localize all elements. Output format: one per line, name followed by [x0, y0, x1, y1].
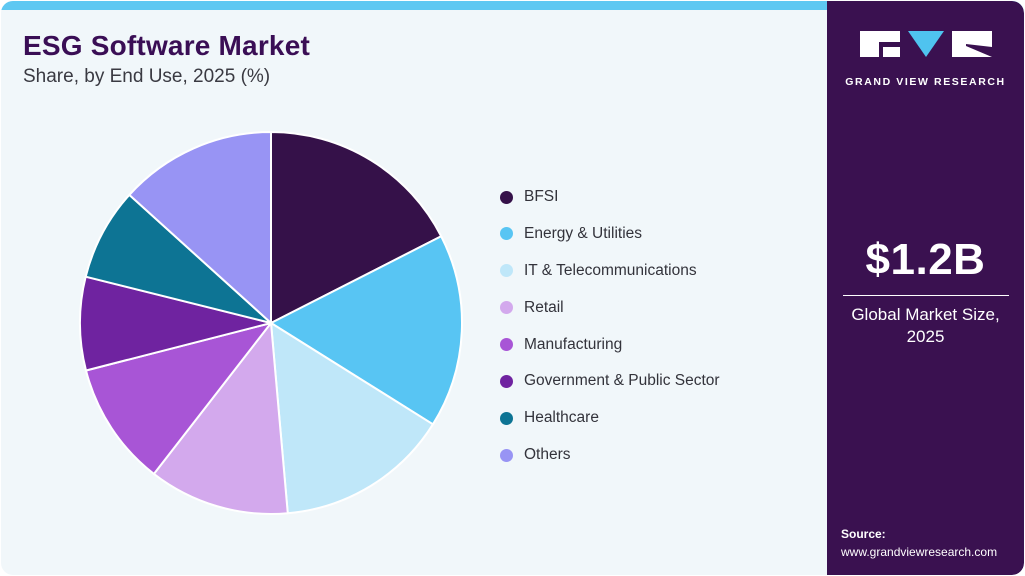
source-label: Source: [841, 527, 886, 542]
gvr-logo-icon [859, 31, 992, 57]
legend-item-others: Others [500, 444, 720, 466]
legend-dot-icon [500, 264, 513, 278]
market-size-label: Global Market Size, 2025 [827, 304, 1024, 348]
legend-item-government-public-sector: Government & Public Sector [500, 370, 720, 392]
source-block: Source: www.grandviewresearch.com [841, 526, 997, 561]
brand-panel: GRAND VIEW RESEARCH $1.2B Global Market … [827, 1, 1024, 575]
legend-label: Retail [524, 298, 564, 316]
legend-dot-icon [500, 190, 513, 204]
divider [842, 295, 1009, 296]
market-size-label-line2: 2025 [906, 327, 945, 347]
pie-slice-healthcare [84, 193, 272, 324]
market-size-label-line1: Global Market Size, [851, 305, 1000, 324]
legend-dot-icon [500, 301, 513, 315]
legend-item-healthcare: Healthcare [500, 407, 720, 429]
pie-slice-government-public-sector [79, 275, 272, 372]
pie-slice-it-telecommunications [270, 322, 434, 515]
legend-label: Energy & Utilities [524, 224, 643, 242]
market-size-value: $1.2B [865, 235, 986, 284]
source-url: www.grandviewresearch.com [841, 544, 998, 559]
pie-chart-container [71, 123, 471, 523]
legend-item-energy-utilities: Energy & Utilities [500, 223, 720, 245]
legend-item-retail: Retail [500, 297, 720, 319]
chart-section: ESG Software Market Share, by End Use, 2… [1, 10, 827, 575]
pie-slice-manufacturing [85, 322, 272, 475]
legend-label: Healthcare [524, 409, 599, 427]
legend-label: Manufacturing [524, 335, 623, 353]
legend-label: IT & Telecommunications [524, 261, 697, 279]
chart-legend: BFSI Energy & Utilities IT & Telecommunica… [500, 186, 720, 466]
top-accent-bar [1, 1, 1024, 10]
legend-dot-icon [500, 374, 513, 388]
legend-label: Government & Public Sector [524, 372, 720, 390]
brand-name: GRAND VIEW RESEARCH [845, 76, 1006, 88]
legend-label: Others [524, 446, 571, 464]
legend-dot-icon [500, 227, 513, 241]
legend-label: BFSI [524, 188, 559, 205]
pie-chart [79, 131, 463, 515]
market-size-block: $1.2B Global Market Size, 2025 [827, 235, 1024, 348]
legend-dot-icon [500, 448, 513, 462]
page-title: ESG Software Market [23, 30, 310, 61]
logo-block: GRAND VIEW RESEARCH [827, 29, 1024, 88]
legend-item-manufacturing: Manufacturing [500, 334, 720, 356]
legend-dot-icon [500, 338, 513, 352]
legend-item-bfsi: BFSI [500, 186, 720, 208]
pie-slice-energy-utilities [270, 235, 463, 426]
pie-slice-retail [152, 322, 289, 515]
page-subtitle: Share, by End Use, 2025 (%) [23, 66, 271, 87]
legend-item-it-telecommunications: IT & Telecommunications [500, 260, 720, 282]
legend-dot-icon [500, 411, 513, 425]
pie-slice-bfsi [270, 131, 443, 324]
pie-slice-others [128, 131, 272, 324]
